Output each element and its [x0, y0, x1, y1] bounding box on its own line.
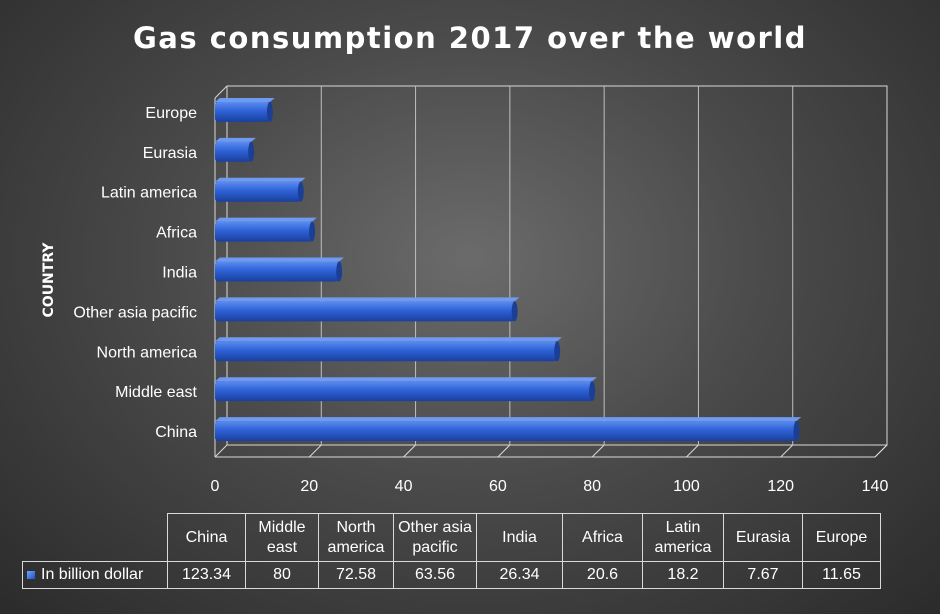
- table-header-text: North: [336, 518, 376, 536]
- table-value-cell: 18.2: [642, 561, 724, 589]
- floor-gridline: [214, 444, 228, 458]
- x-tick-label: 120: [767, 478, 794, 495]
- category-label: Africa: [156, 225, 197, 242]
- bar: [215, 221, 313, 242]
- table-header-text: Africa: [582, 528, 623, 546]
- bar-top-face: [215, 297, 520, 302]
- chart-title: Gas consumption 2017 over the world: [133, 21, 807, 55]
- table-header-text: China: [185, 528, 228, 546]
- bar-top-face: [215, 97, 275, 102]
- table-header-cell: North america: [318, 513, 394, 562]
- table-value-cell: 7.67: [723, 561, 803, 589]
- table-header-text: america: [327, 538, 385, 556]
- table-value-cell: 72.58: [318, 561, 394, 589]
- table-header-cell: Africa: [562, 513, 643, 562]
- bar-top-face: [215, 177, 306, 182]
- table-value-row: In billion dollar 123.34 80 72.58 63.56 26.3…: [22, 561, 881, 589]
- bar: [215, 381, 593, 402]
- x-tick-label: 20: [300, 478, 318, 495]
- table-header-text: east: [266, 538, 298, 556]
- bar: [215, 301, 515, 322]
- table-header-cell: India: [476, 513, 563, 562]
- x-tick-label: 0: [211, 478, 220, 495]
- floor-gridline: [308, 444, 322, 458]
- floor-gridline: [686, 444, 699, 458]
- table-value-cell: 20.6: [562, 561, 643, 589]
- bar-end-cap: [248, 141, 255, 162]
- series-name: In billion dollar: [41, 566, 144, 583]
- bar-top-face: [215, 257, 344, 262]
- table-header-text: Middle: [258, 518, 306, 536]
- floor-gridline: [591, 444, 605, 458]
- bar-top-face: [215, 217, 317, 222]
- category-label: Europe: [145, 105, 197, 122]
- table-header-cell: Latin america: [642, 513, 724, 562]
- legend-key-icon: [27, 570, 35, 579]
- table-value-cell: 63.56: [393, 561, 477, 589]
- table-header-cell: China: [167, 513, 246, 562]
- bar: [215, 341, 558, 362]
- bar-end-cap: [266, 101, 273, 122]
- table-header-text: Europe: [815, 528, 868, 546]
- floor-gridline: [780, 444, 794, 458]
- wall-top-edge: [214, 85, 228, 99]
- table-value-cell: 11.65: [802, 561, 881, 589]
- x-tick-label: 140: [862, 478, 889, 495]
- data-table: China Middle east North america Other asia pac…: [22, 513, 881, 589]
- x-tick-label: 60: [489, 478, 507, 495]
- table-header-text: Latin: [665, 518, 701, 536]
- table-value-cell: 123.34: [167, 561, 246, 589]
- table-header-cell: Europe: [802, 513, 881, 562]
- category-label: Latin america: [101, 185, 197, 202]
- table-header-text: america: [654, 538, 712, 556]
- bar-top-face: [215, 377, 597, 382]
- bar-end-cap: [511, 301, 518, 322]
- table-header-text: Eurasia: [735, 528, 791, 546]
- x-tick-label: 100: [673, 478, 700, 495]
- legend-cell: In billion dollar: [22, 561, 168, 589]
- table-corner-cell: [22, 513, 168, 562]
- bar-end-cap: [336, 261, 343, 282]
- table-header-text: Other asia: [398, 518, 472, 536]
- bar-end-cap: [589, 381, 596, 402]
- table-header-text: India: [502, 528, 537, 546]
- category-label: Other asia pacific: [73, 304, 197, 321]
- category-label: China: [155, 424, 197, 441]
- bar-end-cap: [554, 341, 561, 362]
- y-axis-title: COUNTRY: [41, 242, 57, 318]
- bar: [215, 181, 301, 202]
- table-value-cell: 26.34: [476, 561, 563, 589]
- category-label: Eurasia: [143, 145, 197, 162]
- x-tick-label: 40: [395, 478, 413, 495]
- bar-end-cap: [297, 181, 304, 202]
- table-header-cell: Eurasia: [723, 513, 803, 562]
- bar-end-cap: [793, 421, 800, 442]
- bar: [215, 141, 252, 162]
- floor-right-edge: [874, 444, 888, 458]
- table-header-row: China Middle east North america Other asia pac…: [22, 513, 881, 562]
- bar: [215, 421, 797, 442]
- table-header-cell: Other asia pacific: [393, 513, 477, 562]
- category-label: North america: [97, 344, 198, 361]
- bar-end-cap: [309, 221, 316, 242]
- floor-gridline: [403, 444, 416, 458]
- bar-top-face: [215, 137, 256, 142]
- bar: [215, 261, 340, 282]
- table-header-text: pacific: [412, 538, 458, 556]
- bar-top-face: [215, 337, 562, 342]
- bar-top-face: [215, 417, 802, 422]
- category-label: India: [162, 265, 197, 282]
- category-label: Middle east: [115, 384, 197, 401]
- table-header-cell: Middle east: [245, 513, 319, 562]
- floor-gridline: [497, 444, 511, 458]
- table-value-cell: 80: [245, 561, 319, 589]
- x-tick-label: 80: [583, 478, 601, 495]
- bar: [215, 101, 270, 122]
